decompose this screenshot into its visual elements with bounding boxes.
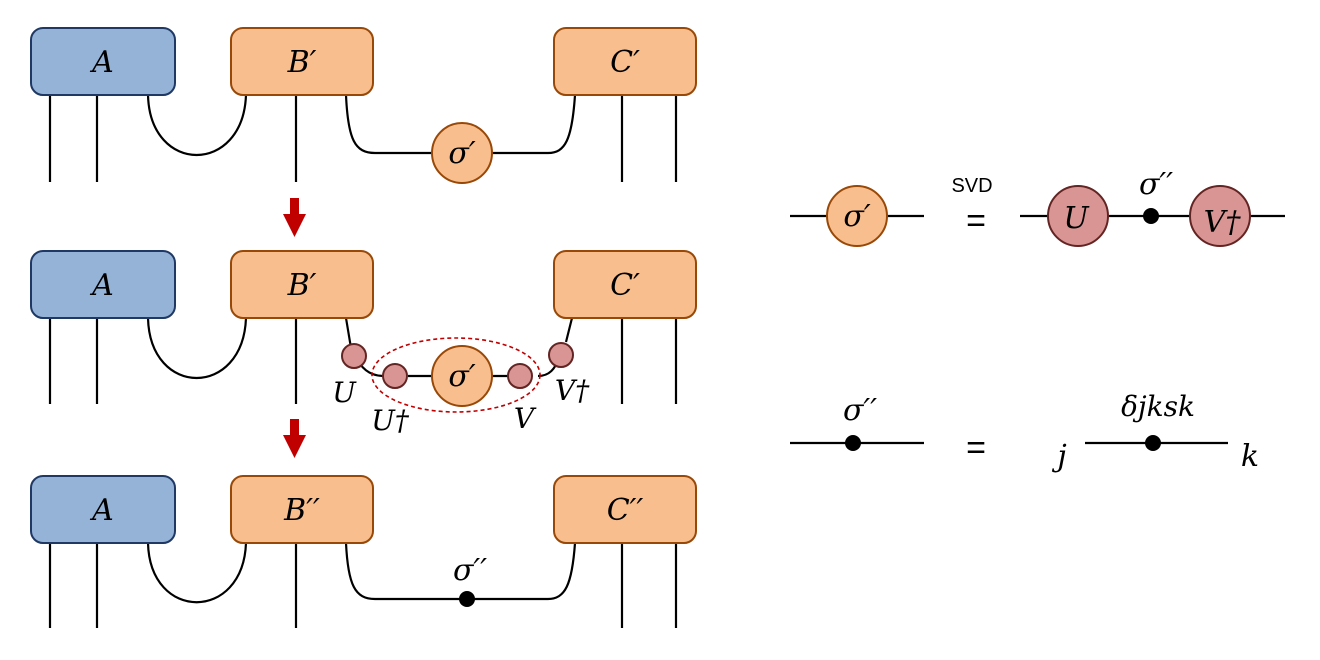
svd-equals: = <box>966 202 986 240</box>
row-1: A B′ C′ σ′ <box>30 27 697 184</box>
delta-dot <box>1145 435 1161 451</box>
tensor-a-label: A <box>89 45 114 80</box>
sigma-dot <box>1143 208 1159 224</box>
v-dagger-label: V† <box>555 374 590 407</box>
sigma-node <box>431 345 493 407</box>
row-3: A B′′ C′′ σ′′ <box>30 475 697 628</box>
v-dagger-node <box>1189 185 1251 247</box>
tensor-c <box>553 27 697 96</box>
u-dagger-node <box>382 363 408 389</box>
dashed-highlight-ellipse <box>371 337 541 413</box>
sigma-dot <box>459 591 475 607</box>
tensor-b <box>230 250 374 319</box>
tensor-a <box>30 250 176 319</box>
down-arrow-1 <box>283 198 306 237</box>
tensor-c <box>553 475 697 544</box>
v-dagger-label: V† <box>1204 205 1242 240</box>
svd-equation: σ′ SVD = U σ′′ V† <box>790 167 1285 247</box>
delta-equation: σ′′ = j δjksk k <box>790 390 1259 474</box>
tensor-b <box>230 27 374 96</box>
sigma-node <box>826 185 888 247</box>
v-dagger-node <box>548 342 574 368</box>
tensor-a <box>30 475 176 544</box>
delta-equals: = <box>966 429 986 467</box>
sigma-double-prime-label: σ′′ <box>453 553 487 588</box>
u-label: U <box>1063 201 1090 236</box>
tensor-a-label: A <box>89 268 114 303</box>
tensor-a-label: A <box>89 493 114 528</box>
tensor-b-label: B′ <box>287 45 317 80</box>
svd-lhs-label: σ′ <box>843 199 870 234</box>
tensor-b-label: B′′ <box>283 493 320 528</box>
tensor-c-label: C′ <box>610 268 640 303</box>
tensor-c <box>553 250 697 319</box>
right-index-label: k <box>1241 439 1259 474</box>
u-node <box>1047 185 1109 247</box>
u-dagger-label: U† <box>371 404 410 437</box>
row-2: A B′ C′ σ′ U U† V V† <box>30 250 697 437</box>
v-node <box>507 363 533 389</box>
u-label: U <box>332 376 357 409</box>
tensor-b <box>230 475 374 544</box>
tensor-b-label: B′ <box>287 268 317 303</box>
sigma-label: σ′ <box>448 136 475 171</box>
down-arrow-2 <box>283 419 306 458</box>
u-node <box>341 343 367 369</box>
tensor-c-label: C′′ <box>607 493 644 528</box>
tensor-a <box>30 27 176 96</box>
sigma-dot <box>845 435 861 451</box>
left-index-label: j <box>1051 439 1066 474</box>
svd-operator-label: SVD <box>951 175 992 197</box>
sigma-double-prime-label: σ′′ <box>1139 167 1173 202</box>
v-label: V <box>514 402 537 435</box>
sigma-label: σ′ <box>448 359 475 394</box>
delta-lhs-label: σ′′ <box>843 393 877 428</box>
delta-value-label: δjksk <box>1121 390 1195 423</box>
tensor-c-label: C′ <box>610 45 640 80</box>
sigma-node <box>431 122 493 184</box>
